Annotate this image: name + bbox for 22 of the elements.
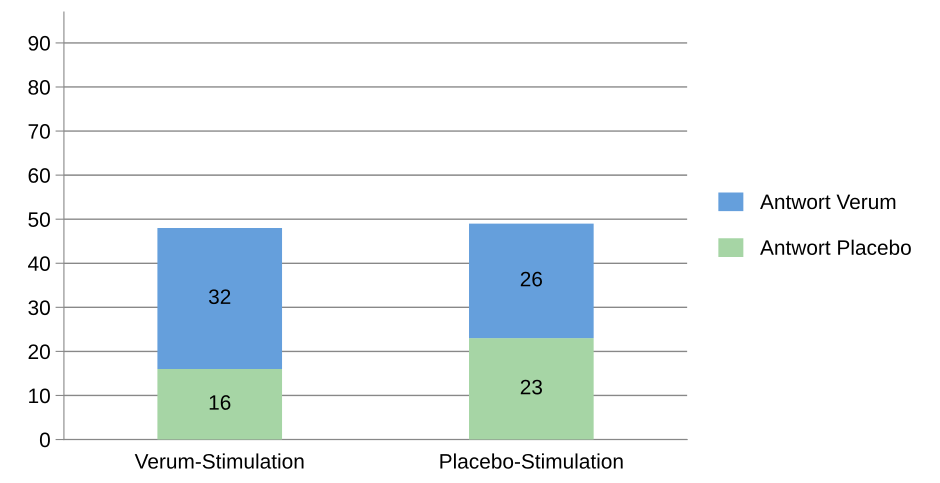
y-tick-label: 90 — [28, 36, 50, 51]
y-tick-label: 80 — [28, 80, 50, 95]
bar — [157, 228, 282, 370]
y-tick-label: 0 — [40, 432, 50, 448]
bar — [469, 224, 594, 338]
y-tick-label: 60 — [28, 168, 50, 183]
bar — [469, 338, 594, 440]
data-label: 32 — [208, 289, 230, 304]
y-tick-label: 10 — [29, 388, 50, 404]
legend-label: Antwort Placebo — [760, 240, 911, 255]
y-tick-label: 40 — [28, 256, 50, 272]
y-tick-label: 30 — [28, 300, 50, 316]
data-label: 23 — [520, 380, 542, 394]
x-tick-label: Verum-Stimulation — [134, 453, 304, 469]
x-tick-label: Placebo-Stimulation — [440, 453, 623, 469]
legend-label: Antwort Verum — [760, 194, 896, 210]
y-tick-label: 50 — [28, 212, 50, 227]
data-label: 26 — [520, 272, 542, 286]
data-label: 16 — [210, 395, 230, 410]
y-tick-label: 70 — [28, 124, 50, 139]
bar — [157, 369, 282, 440]
y-tick-label: 20 — [28, 344, 50, 360]
